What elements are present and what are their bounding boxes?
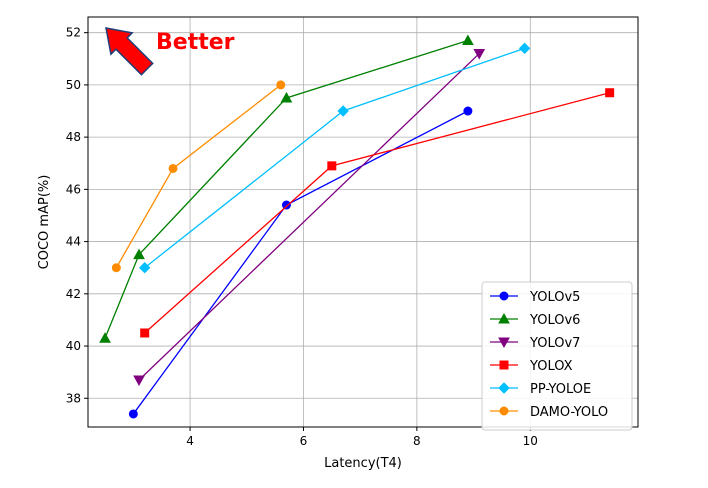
x-tick-label: 4 [186, 434, 194, 448]
yolov7-line [138, 53, 480, 381]
damo-yolo-line [115, 84, 282, 269]
series-yolov7 [133, 49, 486, 387]
pp-yoloe-point [138, 261, 151, 274]
damo-yolo-point [276, 80, 286, 90]
pp-yoloe-point [518, 42, 531, 55]
legend: YOLOv5 YOLOv6 YOLOv7 YOLOX PP-YOLOE DAMO-YOLO [481, 281, 633, 431]
legend-label: YOLOv7 [529, 336, 580, 351]
yolov6-point [280, 91, 293, 103]
yolox-point [605, 88, 615, 98]
series-yolov5 [128, 106, 473, 419]
y-tick-label: 38 [66, 391, 81, 405]
yolov6-point [99, 332, 111, 343]
annotation-text: Better [156, 30, 235, 55]
legend-label: YOLOv6 [529, 313, 580, 328]
yolov5-line [132, 110, 469, 415]
series-yolox [140, 88, 615, 338]
yolov6-line [104, 39, 469, 339]
legend-item-yolox: YOLOX [490, 359, 573, 374]
legend-marker [499, 406, 509, 416]
legend-item-yolov6: YOLOv6 [490, 312, 580, 328]
yolox-point [327, 161, 337, 171]
legend-item-pp-yoloe: PP-YOLOE [490, 382, 591, 397]
x-tick-label: 8 [413, 434, 421, 448]
y-tick-label: 44 [66, 235, 81, 249]
series-layer [99, 34, 615, 419]
x-axis-label: Latency(T4) [324, 456, 402, 471]
legend-label: YOLOX [529, 359, 573, 374]
yolov7-point [473, 49, 486, 60]
legend-marker [499, 291, 509, 301]
legend-label: YOLOv5 [529, 290, 580, 305]
series-yolov6 [99, 34, 474, 343]
y-axis-label: COCO mAP(%) [37, 175, 52, 270]
legend-item-yolov5: YOLOv5 [490, 290, 580, 305]
yolov5-point [463, 106, 473, 116]
legend-item-yolov7: YOLOv7 [490, 336, 580, 351]
arrow-up-left-icon [105, 27, 154, 76]
yolov7-point [133, 375, 145, 387]
legend-marker [498, 312, 510, 324]
series-damo-yolo [111, 80, 286, 273]
y-tick-label: 42 [66, 287, 81, 301]
x-tick-label: 6 [300, 434, 308, 448]
legend-marker [498, 337, 510, 349]
x-tick-label: 10 [523, 434, 538, 448]
legend-box [481, 281, 633, 431]
yolov5-point [128, 409, 138, 419]
y-tick-label: 52 [66, 26, 81, 40]
damo-yolo-point [168, 163, 178, 173]
yolov6-point [462, 34, 474, 46]
y-tick-label: 48 [66, 130, 81, 144]
y-tick-label: 40 [66, 339, 81, 353]
legend-marker [499, 360, 509, 370]
legend-label: PP-YOLOE [530, 382, 591, 397]
pp-yoloe-line [144, 47, 525, 269]
legend-label: DAMO-YOLO [530, 405, 608, 420]
yolov6-point [133, 248, 145, 260]
pp-yoloe-point [337, 105, 349, 117]
legend-marker [498, 382, 510, 394]
plot-frame [87, 16, 639, 428]
legend-item-damo-yolo: DAMO-YOLO [490, 405, 608, 420]
better-annotation: Better [105, 27, 235, 76]
y-tick-label: 50 [66, 78, 81, 92]
y-tick-label: 46 [66, 182, 81, 196]
yolov5-point [281, 200, 291, 210]
damo-yolo-point [111, 263, 121, 273]
yolox-point [140, 328, 150, 338]
series-pp-yoloe [138, 42, 531, 274]
